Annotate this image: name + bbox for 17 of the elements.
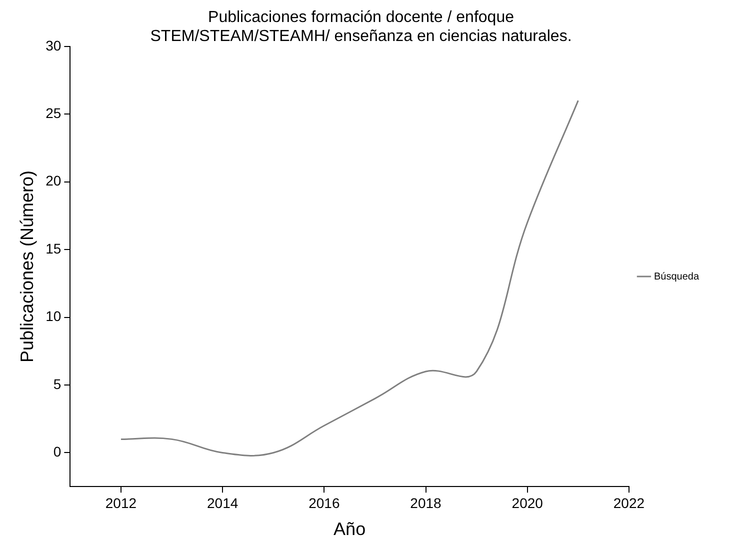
y-tick-label: 10 [46, 308, 62, 324]
y-tick-label: 5 [53, 376, 62, 392]
chart-title: Publicaciones formación docente / enfoque STEM/STEAM/STEAMH/ enseñanza en ciencias naturales. [150, 9, 572, 46]
y-tick-label: 0 [53, 444, 62, 460]
y-tick-label: 20 [46, 172, 62, 189]
x-axis-title: Año [334, 519, 366, 540]
y-tick-label: 25 [46, 104, 62, 121]
x-tick-label: 2018 [410, 494, 442, 511]
legend-label: Búsqueda [654, 271, 700, 282]
x-tick-label: 2016 [308, 494, 340, 511]
x-tick-label: 2022 [613, 494, 645, 511]
y-axis-title: Publicaciones (Número) [16, 170, 37, 363]
y-tick-label: 15 [46, 240, 62, 256]
x-tick-label: 2020 [512, 494, 544, 511]
x-tick-label: 2012 [105, 494, 137, 511]
y-tick-label: 30 [46, 37, 62, 54]
x-tick-label: 2014 [206, 494, 238, 511]
